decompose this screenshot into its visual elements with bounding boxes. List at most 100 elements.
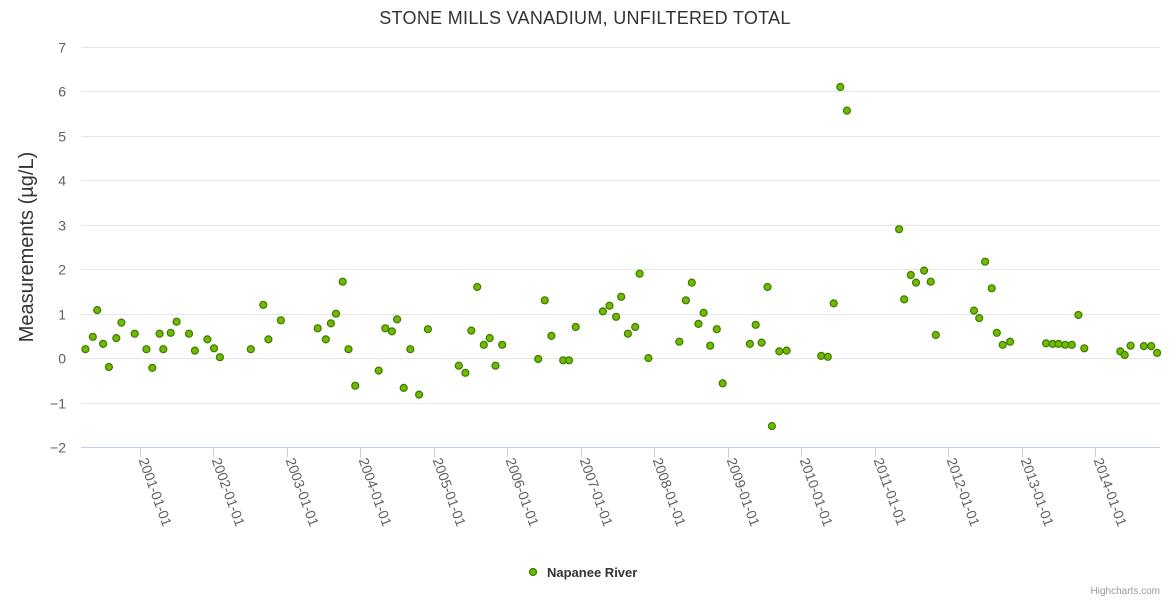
data-point[interactable]	[498, 340, 507, 349]
data-point[interactable]	[547, 331, 556, 340]
data-point[interactable]	[894, 225, 904, 234]
data-point[interactable]	[264, 335, 273, 344]
data-point[interactable]	[393, 315, 402, 324]
data-point[interactable]	[1061, 340, 1070, 349]
data-point[interactable]	[534, 354, 543, 364]
credits-link[interactable]: Highcharts.com	[1091, 586, 1160, 597]
data-point[interactable]	[998, 340, 1007, 349]
data-point[interactable]	[387, 327, 396, 336]
data-point[interactable]	[635, 269, 644, 278]
data-point[interactable]	[564, 356, 574, 365]
data-point[interactable]	[155, 329, 164, 338]
data-point[interactable]	[987, 284, 996, 293]
data-point[interactable]	[706, 341, 715, 350]
data-point[interactable]	[931, 330, 940, 340]
data-point[interactable]	[374, 366, 383, 375]
data-point[interactable]	[969, 306, 979, 315]
data-point[interactable]	[757, 338, 766, 347]
data-point[interactable]	[406, 345, 415, 354]
data-point[interactable]	[467, 326, 476, 335]
data-point[interactable]	[611, 312, 621, 321]
data-point[interactable]	[681, 296, 691, 305]
data-point[interactable]	[906, 270, 915, 280]
data-point[interactable]	[718, 379, 727, 388]
data-point[interactable]	[900, 295, 909, 304]
data-point[interactable]	[142, 345, 151, 354]
data-point[interactable]	[1080, 344, 1089, 353]
data-point[interactable]	[775, 347, 784, 356]
data-point[interactable]	[98, 339, 108, 348]
data-point[interactable]	[911, 278, 921, 287]
data-point[interactable]	[259, 300, 268, 309]
data-point[interactable]	[623, 329, 633, 338]
data-point[interactable]	[1054, 339, 1063, 348]
data-point[interactable]	[1005, 337, 1015, 346]
data-point[interactable]	[919, 266, 929, 275]
data-point[interactable]	[88, 332, 97, 341]
data-point[interactable]	[461, 368, 470, 377]
data-point[interactable]	[479, 340, 488, 349]
data-point[interactable]	[112, 334, 121, 343]
data-point[interactable]	[605, 301, 614, 310]
data-point[interactable]	[571, 322, 580, 332]
data-point[interactable]	[1074, 310, 1083, 320]
data-point[interactable]	[675, 337, 684, 346]
data-point[interactable]	[712, 325, 721, 334]
data-point[interactable]	[203, 335, 212, 344]
data-point[interactable]	[159, 345, 168, 354]
data-point[interactable]	[751, 320, 760, 329]
data-point[interactable]	[617, 292, 626, 301]
data-point[interactable]	[823, 352, 832, 361]
data-point[interactable]	[338, 277, 347, 286]
data-point[interactable]	[836, 82, 845, 92]
data-point[interactable]	[644, 354, 653, 363]
data-point[interactable]	[694, 319, 703, 328]
data-point[interactable]	[829, 299, 838, 308]
data-point[interactable]	[1152, 348, 1162, 357]
data-point[interactable]	[344, 345, 353, 354]
data-point[interactable]	[81, 345, 90, 354]
data-point[interactable]	[331, 309, 341, 318]
data-point[interactable]	[276, 316, 285, 325]
data-point[interactable]	[992, 328, 1001, 337]
data-point[interactable]	[454, 361, 463, 370]
legend-item-napanee-river[interactable]: Napanee River	[547, 565, 637, 580]
data-point[interactable]	[117, 318, 126, 327]
data-point[interactable]	[326, 319, 335, 328]
data-point[interactable]	[1139, 342, 1148, 351]
data-point[interactable]	[423, 325, 432, 334]
data-point[interactable]	[473, 282, 482, 292]
data-point[interactable]	[215, 353, 224, 362]
legend[interactable]: Napanee River	[528, 565, 638, 580]
data-point[interactable]	[598, 307, 608, 316]
data-point[interactable]	[209, 344, 219, 353]
data-point[interactable]	[1120, 350, 1129, 360]
data-point[interactable]	[687, 278, 696, 287]
data-point[interactable]	[381, 324, 390, 333]
data-point[interactable]	[166, 328, 175, 337]
data-point[interactable]	[190, 346, 199, 355]
data-point[interactable]	[321, 335, 330, 344]
data-point[interactable]	[184, 329, 194, 338]
data-point[interactable]	[93, 306, 102, 315]
data-series[interactable]	[81, 82, 1162, 431]
data-point[interactable]	[540, 296, 549, 305]
data-point[interactable]	[980, 257, 990, 266]
data-point[interactable]	[491, 361, 500, 370]
data-point[interactable]	[1067, 340, 1076, 349]
data-point[interactable]	[130, 329, 139, 338]
data-point[interactable]	[148, 363, 157, 372]
data-point[interactable]	[485, 334, 494, 343]
data-point[interactable]	[745, 339, 755, 348]
data-point[interactable]	[1041, 339, 1051, 348]
data-point[interactable]	[699, 308, 708, 317]
data-point[interactable]	[631, 322, 640, 332]
data-point[interactable]	[351, 381, 360, 390]
data-point[interactable]	[817, 351, 826, 360]
data-point[interactable]	[1126, 341, 1135, 350]
data-point[interactable]	[842, 106, 852, 115]
data-point[interactable]	[415, 390, 424, 399]
data-point[interactable]	[782, 346, 791, 355]
data-point[interactable]	[926, 277, 935, 286]
data-point[interactable]	[104, 362, 114, 372]
